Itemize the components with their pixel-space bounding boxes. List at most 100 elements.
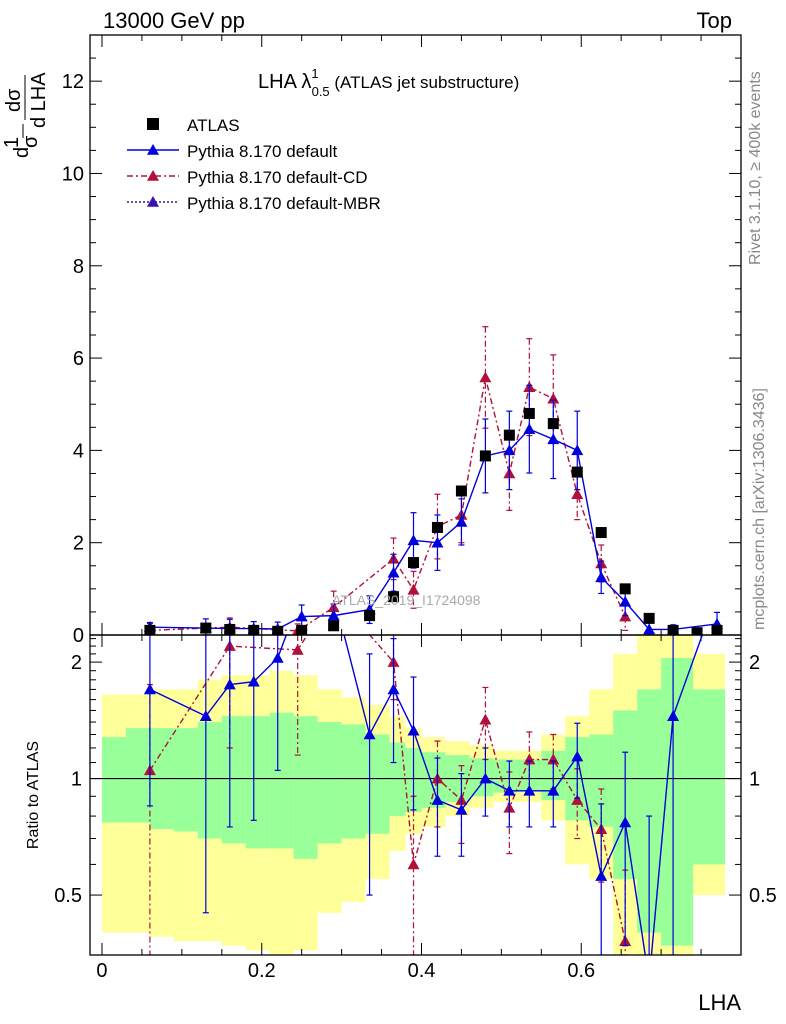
pythia-default-marker <box>571 444 584 456</box>
atlas-data-point <box>691 627 703 635</box>
band-green-bin <box>173 728 198 832</box>
uncertainty-bands <box>101 635 726 955</box>
ratio-y-tick-label-right: 0.5 <box>749 885 777 907</box>
band-green-bin <box>101 737 126 823</box>
y-label-d1: d <box>11 147 33 158</box>
pythia-default-ratio-marker <box>199 710 212 721</box>
ratio-y-tick-label-right: 2 <box>749 652 760 674</box>
band-green-bin <box>469 758 494 797</box>
pythia-default-ratio-line <box>149 635 704 955</box>
x-tick-label: 0.2 <box>248 960 276 982</box>
main-y-tick-label: 12 <box>62 71 84 93</box>
rivet-version-label: Rivet 3.1.10, ≥ 400k events <box>747 71 764 265</box>
band-green-bin <box>269 712 294 849</box>
atlas-data-point <box>523 407 535 419</box>
pythia-cd-ratio-marker <box>571 794 584 805</box>
legend-triangle-marker <box>147 170 159 181</box>
band-green-bin <box>317 722 342 844</box>
atlas-data-point <box>711 624 723 635</box>
band-green-bin <box>125 728 150 823</box>
pythia-cd-ratio-marker <box>407 858 420 870</box>
band-green-bin <box>589 734 614 827</box>
plot-title-main: LHA λ <box>258 71 311 93</box>
band-green-bin <box>221 716 246 844</box>
pythia-default-line <box>149 428 718 631</box>
pythia-default-marker <box>407 534 420 546</box>
ratio-y-tick-label-left: 0.5 <box>54 885 82 907</box>
pythia-default-marker <box>619 595 632 607</box>
y-label-one: 1 <box>1 137 23 148</box>
x-tick-label: 0.6 <box>567 960 595 982</box>
atlas-data-point <box>200 622 212 634</box>
x-tick-label: 0.4 <box>408 960 436 982</box>
pythia-default-ratio-marker <box>363 728 376 740</box>
x-axis-label: LHA <box>698 990 741 1015</box>
pythia-default-ratio-marker <box>143 683 156 695</box>
atlas-data-point <box>144 624 156 635</box>
atlas-data-point <box>224 623 236 635</box>
ratio-panel-series <box>143 635 704 955</box>
main-y-tick-label: 4 <box>73 440 84 462</box>
band-green-bin <box>341 724 366 839</box>
y-label-dlha: d LHA <box>28 72 50 128</box>
ratio-y-axis-label: Ratio to ATLAS <box>25 741 42 849</box>
band-green-bin <box>693 689 726 865</box>
pythia-default-ratio-marker <box>667 710 680 721</box>
atlas-data-point <box>547 418 559 430</box>
band-green-bin <box>245 716 270 849</box>
main-y-tick-label: 6 <box>73 348 84 370</box>
band-green-bin <box>493 759 518 793</box>
pythia-default-marker <box>295 610 308 622</box>
atlas-data-point <box>296 624 308 635</box>
pythia-cd-marker <box>547 392 560 404</box>
pythia-default-marker <box>503 444 516 456</box>
pythia-default-marker <box>387 566 400 578</box>
legend-triangle-marker <box>147 144 159 155</box>
legend-entry-label: Pythia 8.170 default-MBR <box>187 194 381 213</box>
pythia-default-ratio-marker <box>223 678 236 690</box>
legend-entry-label: ATLAS <box>187 116 240 135</box>
pythia-default-marker <box>431 536 444 548</box>
y-label-sigma: σ <box>20 135 42 148</box>
main-y-tick-label: 0 <box>73 625 84 647</box>
pythia-default-ratio-marker <box>547 784 560 796</box>
band-green-bin <box>197 722 222 839</box>
pythia-cd-ratio-line <box>149 635 626 942</box>
atlas-data-point <box>388 591 400 603</box>
pythia-default-marker <box>643 623 656 635</box>
atlas-data-point <box>455 485 467 497</box>
pythia-cd-marker <box>407 583 420 595</box>
pythia-default-ratio-marker <box>387 683 400 695</box>
atlas-data-point <box>571 466 583 478</box>
atlas-data-point <box>503 429 515 441</box>
pythia-default-marker <box>455 515 468 527</box>
legend-entry-label: Pythia 8.170 default <box>187 142 338 161</box>
main-y-tick-label: 2 <box>73 533 84 555</box>
plot-title-superscript: 1 <box>311 66 318 81</box>
band-green-bin <box>365 734 390 834</box>
atlas-data-point <box>408 557 420 569</box>
atlas-data-point <box>272 625 284 635</box>
pythia-cd-ratio-marker <box>479 713 492 725</box>
band-green-bin <box>293 716 318 859</box>
main-y-tick-label: 8 <box>73 256 84 278</box>
legend-atlas-marker <box>147 118 159 130</box>
y-label-dsigma: dσ <box>3 88 25 112</box>
ratio-panel-frame <box>89 634 742 956</box>
pythia-default-marker <box>595 571 608 583</box>
mcplots-label: mcplots.cern.ch [arXiv:1306.3436] <box>751 388 768 630</box>
atlas-data-point <box>595 527 607 539</box>
pythia-default-ratio-marker <box>503 784 516 796</box>
pythia-default-ratio-marker <box>455 803 468 815</box>
atlas-data-point <box>248 624 260 635</box>
legend: ATLAS Pythia 8.170 default Pythia 8.170 de… <box>127 116 381 213</box>
pythia-cd-marker <box>571 488 584 500</box>
main-y-tick-label: 10 <box>62 163 84 185</box>
plot-title-subscript: 0.5 <box>312 84 330 99</box>
main-panel-series <box>143 326 724 635</box>
band-green-bin <box>637 689 662 933</box>
pythia-cd-marker <box>479 371 492 383</box>
header-process-label: 13000 GeV pp <box>103 8 245 33</box>
